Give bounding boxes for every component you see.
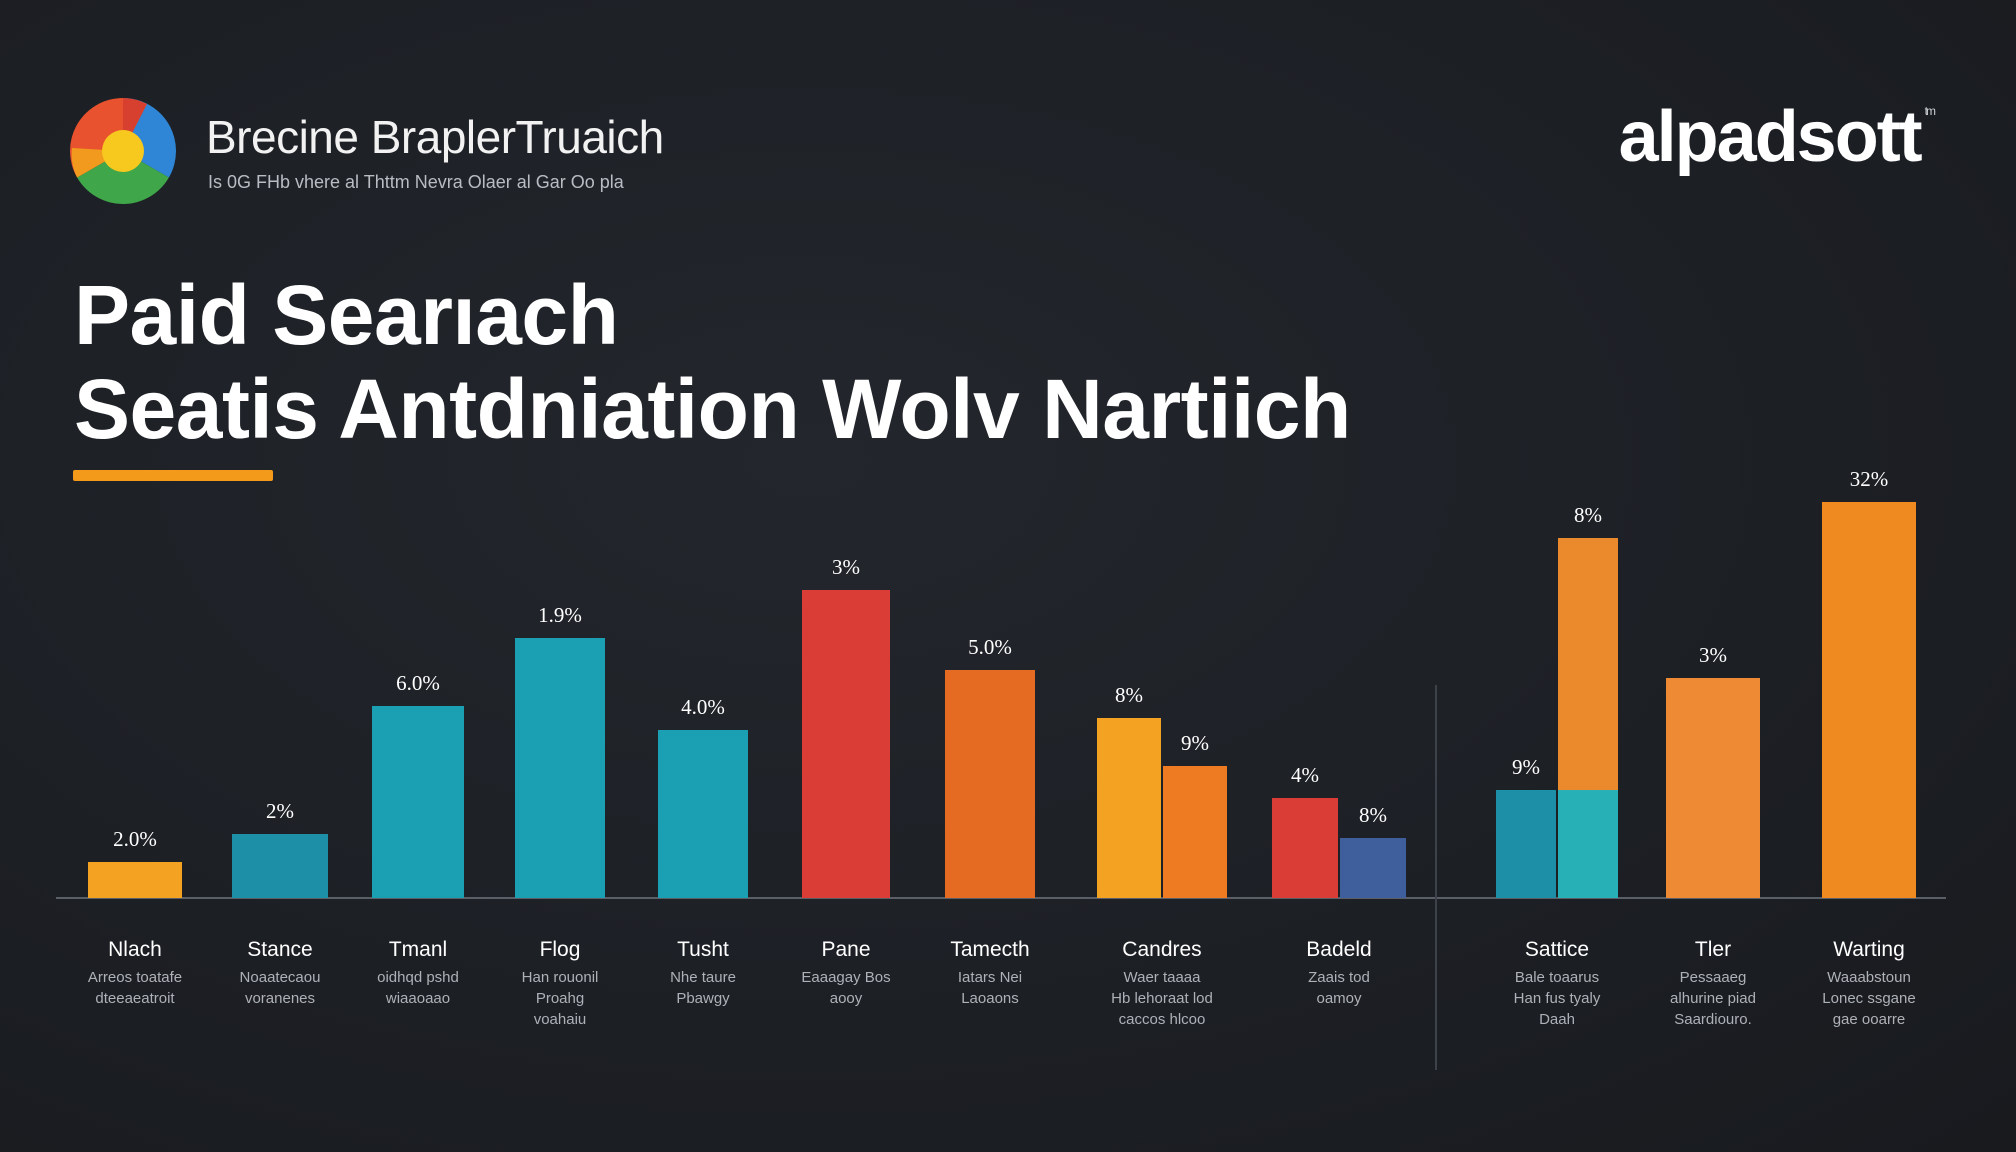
category-label: Sattice [1525,938,1589,961]
category-description: oamoy [1316,990,1362,1007]
category-description: oidhqd pshd [377,969,459,986]
value-label: 4% [1291,763,1319,787]
category-description: Han rouonil [522,969,599,986]
category-description: Lonec ssgane [1822,990,1915,1007]
bar [945,670,1035,898]
brand-name: Brecine BraplerTruaich [206,111,664,163]
category-description: dteeaeatroit [95,990,175,1007]
category-label: Tmanl [389,938,447,961]
category-label: Badeld [1306,938,1371,961]
company-logo-text: alpadsott [1618,97,1923,177]
category-description: Arreos toatafe [88,969,182,986]
value-label: 1.9% [538,603,582,627]
value-label: 8% [1574,503,1602,527]
value-label: 32% [1850,467,1889,491]
category-label: Tamecth [950,938,1029,961]
category-description: Pbawgy [676,990,730,1007]
bar [1822,502,1916,898]
category-description: Waaabstoun [1827,969,1911,986]
category-description: Iatars Nei [958,969,1022,986]
category-description: Laoaons [961,990,1019,1007]
category-description: voahaiu [534,1011,587,1028]
company-logo: alpadsott tm [1618,96,1936,178]
bar [515,638,605,898]
category-label: Warting [1833,938,1905,961]
value-label: 4.0% [681,695,725,719]
category-description: Saardiouro. [1674,1011,1752,1028]
category-description: Hb lehoraat lod [1111,990,1213,1007]
category-label: Candres [1122,938,1201,961]
category-label: Pane [821,938,870,961]
brand-logo [69,98,177,205]
category-description: voranenes [245,990,315,1007]
category-description: wiaaoaao [385,990,450,1007]
category-label: Stance [247,938,312,961]
bar [658,730,748,898]
category-description: Waer taaaa [1124,969,1202,986]
category-description: Nhe taure [670,969,736,986]
category-description: aooy [830,990,863,1007]
bar [1163,766,1227,898]
title-line-2: Seatis Antdniation Wolv Nartiich [74,362,1351,456]
bar [232,834,328,898]
value-label: 8% [1115,683,1143,707]
category-description: Pessaaeg [1680,969,1747,986]
page-title: Paid Searıach Seatis Antdniation Wolv Na… [74,268,1351,456]
value-label: 6.0% [396,671,440,695]
bar [802,590,890,898]
brand-tagline: Is 0G FHb vhere al Thttm Nevra Olaer al … [208,172,624,192]
category-description: Eaaagay Bos [801,969,890,986]
category-description: Proahg [536,990,584,1007]
bar-lower-segment [1558,790,1618,898]
value-label: 9% [1181,731,1209,755]
title-line-1: Paid Searıach [74,268,619,362]
bar [372,706,464,898]
bar [1496,790,1556,898]
bar [88,862,182,898]
category-description: Han fus tyaly [1514,990,1601,1007]
value-label: 5.0% [968,635,1012,659]
bar [1097,718,1161,898]
category-label: Flog [540,938,581,961]
category-label: Tler [1695,938,1731,961]
bar [1666,678,1760,898]
category-description: Zaais tod [1308,969,1370,986]
company-logo-mark: tm [1924,104,1936,118]
bar [1340,838,1406,898]
value-label: 3% [832,555,860,579]
value-label: 2% [266,799,294,823]
value-label: 3% [1699,643,1727,667]
title-accent-rule [73,470,273,481]
category-description: Noaatecaou [240,969,321,986]
category-description: alhurine piad [1670,990,1756,1007]
category-label: Nlach [108,938,162,961]
bar [1272,798,1338,898]
category-description: Daah [1539,1011,1575,1028]
category-label: Tusht [677,938,729,961]
value-label: 2.0% [113,827,157,851]
category-description: gae ooarre [1833,1011,1906,1028]
value-label: 9% [1512,755,1540,779]
category-description: caccos hlcoo [1119,1011,1206,1028]
category-description: Bale toaarus [1515,969,1599,986]
value-label: 8% [1359,803,1387,827]
